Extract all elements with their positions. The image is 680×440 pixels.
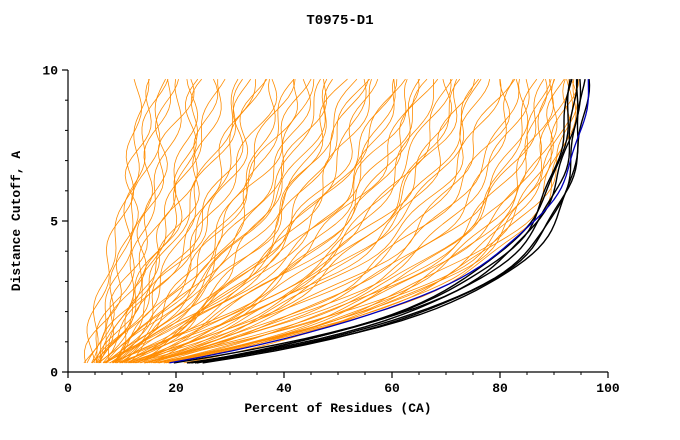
model-curve-orange-model-curves [95, 79, 171, 363]
model-curve-orange-model-curves [116, 78, 439, 364]
model-curve-orange-model-curves [116, 79, 315, 364]
model-curve-black-model-curves [196, 78, 571, 364]
model-curve-orange-model-curves [134, 79, 420, 364]
model-curve-orange-model-curves [159, 78, 556, 364]
model-curve-orange-model-curves [137, 79, 367, 364]
model-curve-orange-model-curves [144, 79, 530, 364]
model-curve-orange-model-curves [123, 78, 408, 364]
model-curve-orange-model-curves [86, 78, 166, 364]
model-curve-orange-model-curves [140, 79, 475, 364]
model-curve-orange-model-curves [113, 79, 298, 364]
model-curve-orange-model-curves [116, 78, 372, 364]
model-curve-orange-model-curves [134, 79, 452, 364]
model-curve-orange-model-curves [96, 78, 239, 364]
model-curve-orange-model-curves [104, 78, 312, 364]
model-curve-orange-model-curves [122, 79, 327, 364]
axes: 0 20 40 60 80 100 0 5 10 [42, 64, 620, 397]
x-tick-label: 60 [384, 381, 400, 396]
y-axis-label: Distance Cutoff, A [9, 151, 24, 292]
model-curve-orange-model-curves [113, 78, 278, 364]
model-curves [83, 78, 591, 364]
model-curve-orange-model-curves [143, 78, 538, 364]
model-curve-orange-model-curves [105, 78, 321, 364]
x-tick-label: 0 [64, 381, 72, 396]
model-curve-orange-model-curves [145, 78, 545, 364]
model-curve-orange-model-curves [164, 78, 573, 364]
model-curve-orange-model-curves [107, 79, 199, 363]
model-curve-orange-model-curves [119, 79, 395, 364]
model-curve-orange-model-curves [143, 79, 502, 364]
model-curve-orange-model-curves [109, 78, 406, 364]
model-curve-orange-model-curves [91, 79, 150, 364]
model-curve-orange-model-curves [144, 79, 491, 364]
model-curve-orange-model-curves [103, 78, 348, 364]
chart-title: T0975-D1 [306, 13, 373, 29]
x-tick-label: 20 [168, 381, 184, 396]
x-tick-label: 100 [596, 381, 620, 396]
model-curve-orange-model-curves [86, 78, 142, 363]
model-curve-orange-model-curves [112, 78, 328, 364]
model-curve-orange-model-curves [92, 78, 243, 364]
model-curve-orange-model-curves [163, 78, 571, 364]
model-curve-orange-model-curves [132, 78, 514, 364]
model-curve-black-model-curves [188, 78, 586, 364]
model-curve-blue-model-curve [169, 79, 590, 364]
model-curve-orange-model-curves [98, 78, 195, 364]
model-curve-orange-model-curves [111, 78, 428, 364]
model-curve-orange-model-curves [100, 79, 182, 363]
model-curve-orange-model-curves [154, 78, 565, 364]
model-curve-orange-model-curves [115, 78, 333, 364]
y-tick-label: 10 [42, 64, 58, 79]
model-curve-orange-model-curves [114, 79, 276, 364]
model-curve-orange-model-curves [98, 78, 268, 364]
model-curve-orange-model-curves [105, 78, 358, 364]
model-curve-orange-model-curves [139, 78, 458, 364]
model-curve-orange-model-curves [155, 78, 520, 364]
y-tick-label: 0 [50, 366, 58, 381]
model-curve-orange-model-curves [149, 78, 453, 364]
model-curve-orange-model-curves [83, 78, 169, 364]
model-curve-orange-model-curves [125, 78, 480, 364]
model-curve-orange-model-curves [164, 78, 558, 364]
model-curve-orange-model-curves [109, 79, 296, 364]
model-curve-orange-model-curves [99, 79, 222, 363]
x-tick-label: 80 [492, 381, 508, 396]
model-curve-orange-model-curves [96, 78, 179, 364]
model-curve-black-model-curves [186, 79, 579, 364]
y-tick-label: 5 [50, 215, 58, 230]
model-curve-orange-model-curves [84, 78, 152, 363]
model-curve-black-model-curves [191, 79, 579, 364]
model-curve-orange-model-curves [98, 78, 266, 364]
model-curve-orange-model-curves [168, 79, 570, 364]
model-curve-orange-model-curves [128, 78, 453, 364]
model-curve-orange-model-curves [146, 78, 516, 364]
model-curve-orange-model-curves [128, 79, 396, 364]
model-curve-orange-model-curves [114, 78, 219, 364]
x-tick-label: 40 [276, 381, 292, 396]
model-curve-orange-model-curves [150, 79, 529, 364]
model-curve-orange-model-curves [165, 79, 580, 364]
model-curve-orange-model-curves [102, 79, 256, 364]
model-curve-orange-model-curves [129, 78, 311, 364]
x-axis-label: Percent of Residues (CA) [244, 401, 431, 416]
model-curve-black-model-curves [202, 79, 591, 364]
